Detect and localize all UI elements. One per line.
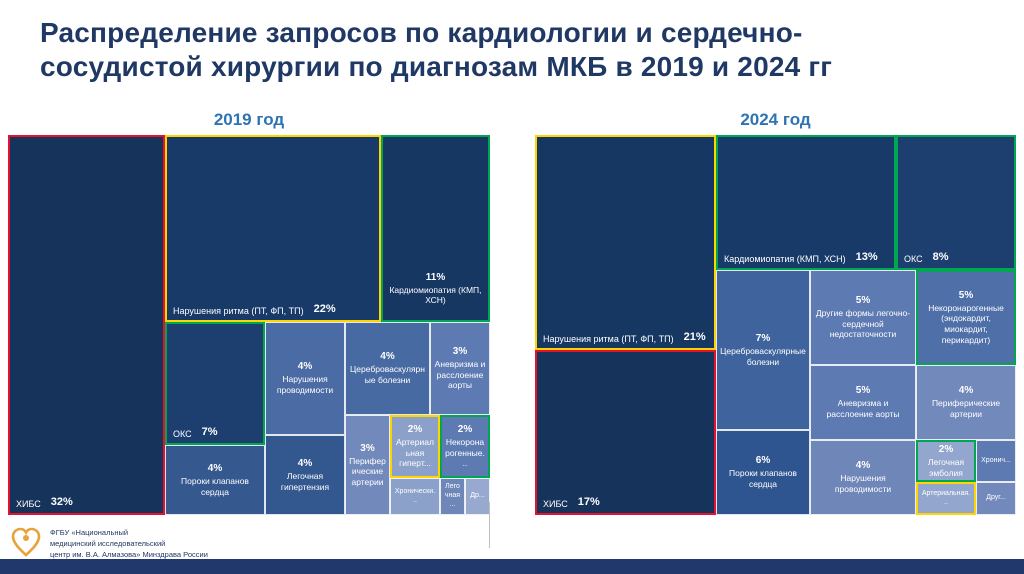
treemap-block: Артериальная... [916, 482, 976, 515]
treemap-block-value: 3% [452, 346, 468, 358]
treemap-block-label: Кардиомиопатия (КМП, ХСН) [724, 253, 846, 264]
treemap-block: Легочная... [440, 478, 465, 515]
treemap-block: Нарушения ритма (ПТ, ФП, ТП) 22% [165, 135, 381, 322]
treemap-block-label: ОКС [173, 428, 192, 439]
footer-org-text: ФГБУ «Национальный медицинский исследова… [50, 525, 208, 561]
treemap-block: 7% Цереброваскулярные болезни [716, 270, 810, 430]
treemap-block: 11% Кардиомиопатия (КМП, ХСН) [381, 135, 490, 322]
treemap-block-label: Легочная эмболия [927, 456, 965, 478]
treemap-block-label: Аневризма и расслоение аорты [434, 359, 486, 391]
treemap-block: 2% Некоронарогенные... [440, 415, 490, 478]
treemap-block-label: Периферические артерии [349, 455, 386, 487]
treemap-block-value: 4% [380, 351, 395, 363]
treemap-block-value: 4% [297, 457, 313, 469]
treemap-block: 6% Пороки клапанов сердца [716, 430, 810, 515]
treemap-block: 4% Цереброваскулярные болезни [345, 322, 430, 415]
treemap-block: 2% Артериальная гиперт... [390, 415, 440, 478]
treemap-block-value: 5% [958, 289, 974, 301]
treemap-block: ОКС 7% [165, 322, 265, 445]
chart-title-2024: 2024 год [740, 110, 811, 129]
treemap-block-value: 21% [683, 331, 706, 344]
treemap-block-label: Нарушения ритма (ПТ, ФП, ТП) [173, 305, 304, 316]
treemap-block-label: Друг... [986, 494, 1006, 502]
treemap-block-label: Легочная... [444, 483, 461, 508]
treemap-block-label: Некоронарогенные (эндокардит, миокардит,… [928, 302, 1004, 345]
treemap-block-value: 4% [207, 462, 223, 474]
treemap-block: Кардиомиопатия (КМП, ХСН) 13% [716, 135, 896, 270]
treemap-block: ХИБС 17% [535, 350, 716, 515]
treemap-block-label: Нарушения ритма (ПТ, ФП, ТП) [543, 333, 674, 344]
treemap-block-value: 7% [755, 332, 771, 344]
treemap-block: Хронически... [390, 478, 440, 515]
slide-title-line-1: Распределение запросов по кардиологии и … [40, 17, 803, 48]
treemap-block-label: Цереброваскулярные болезни [720, 345, 806, 367]
treemap-block-label: Нарушения проводимости [276, 374, 334, 395]
treemap-block: 3% Аневризма и расслоение аорты [430, 322, 490, 415]
treemap-block-label: Артериальная гиперт... [396, 437, 434, 469]
treemap-block-value: 3% [360, 442, 375, 454]
treemap-block-value: 5% [855, 385, 871, 397]
treemap-block-value: 8% [932, 251, 949, 264]
treemap-block: 4% Легочная гипертензия [265, 435, 345, 515]
treemap-block-label: Хронически... [394, 487, 436, 504]
footer-org-line-3: центр им. В.А. Алмазова» Минздрава Росси… [50, 549, 208, 559]
treemap-block: Хронич... [976, 440, 1016, 482]
treemap-block-label: ХИБС [543, 498, 568, 509]
almazov-logo-icon [11, 527, 41, 557]
treemap-block-label: ХИБС [16, 498, 41, 509]
treemap-block: Др... [465, 478, 490, 515]
footer: ФГБУ «Национальный медицинский исследова… [10, 525, 208, 561]
footer-bar [0, 559, 1024, 574]
footer-org-line-1: ФГБУ «Национальный [50, 528, 129, 537]
treemap-block: ОКС 8% [896, 135, 1016, 270]
treemap-block: 2% Легочная эмболия [916, 440, 976, 482]
treemap-block-value: 7% [201, 426, 218, 439]
treemap-block-label: Периферические артерии [931, 398, 1001, 419]
treemap-block: 5% Другие формы легочно-сердечной недоста… [810, 270, 916, 365]
treemap-2024: Нарушения ритма (ПТ, ФП, ТП) 21% ХИБС 17% Ка… [535, 135, 1016, 515]
slide-title: Распределение запросов по кардиологии и … [40, 16, 990, 84]
treemap-block-value: 4% [855, 460, 871, 472]
treemap-block-label: Пороки клапанов сердца [181, 475, 249, 497]
treemap-block-value: 2% [938, 443, 954, 455]
treemap-block-label: Хронич... [981, 456, 1011, 464]
treemap-block-value: 5% [855, 295, 871, 307]
treemap-block-value: 17% [577, 496, 600, 509]
treemap-block: 3% Периферические артерии [345, 415, 390, 515]
treemap-2019: ХИБС 32% Нарушения ритма (ПТ, ФП, ТП) 22% 11… [8, 135, 490, 515]
treemap-block: Нарушения ритма (ПТ, ФП, ТП) 21% [535, 135, 716, 350]
treemap-block-value: 6% [755, 455, 771, 467]
treemap-block-value: 2% [457, 424, 473, 436]
treemap-block-value: 13% [855, 251, 878, 264]
treemap-block-label: Пороки клапанов сердца [729, 468, 797, 489]
treemap-block-label: Аневризма и расслоение аорты [826, 398, 900, 419]
treemap-block-label: Легочная гипертензия [280, 470, 330, 492]
treemap-block-value: 11% [425, 271, 446, 283]
treemap-block-value: 2% [407, 424, 423, 436]
treemap-block-label: Нарушения проводимости [834, 473, 892, 494]
treemap-block: 4% Нарушения проводимости [810, 440, 916, 515]
treemap-block: 4% Пороки клапанов сердца [165, 445, 265, 515]
treemap-block-label: Артериальная... [921, 489, 971, 506]
slide-title-line-2: сосудистой хирургии по диагнозам МКБ в 2… [40, 51, 833, 83]
treemap-block: 4% Нарушения проводимости [265, 322, 345, 435]
treemap-block-label: Другие формы легочно-сердечной недостато… [815, 308, 911, 340]
treemap-block-label: ОКС [904, 253, 923, 264]
treemap-block-value: 4% [297, 361, 313, 373]
treemap-block-label: Цереброваскулярные болезни [350, 364, 425, 385]
chart-title-2019: 2019 год [213, 110, 285, 129]
treemap-block: Друг... [976, 482, 1016, 515]
treemap-block-value: 4% [958, 385, 974, 397]
treemap-block-label: Др... [470, 492, 485, 500]
treemap-block-value: 22% [313, 303, 336, 316]
treemap-block: 5% Некоронарогенные (эндокардит, миокарди… [916, 270, 1016, 365]
treemap-block: 4% Периферические артерии [916, 365, 1016, 440]
footer-org-line-2: медицинский исследовательский [50, 538, 166, 548]
treemap-block: 5% Аневризма и расслоение аорты [810, 365, 916, 440]
treemap-block: ХИБС 32% [8, 135, 165, 515]
treemap-block-label: Некоронарогенные... [445, 437, 485, 469]
treemap-block-label: Кардиомиопатия (КМП, ХСН) [389, 284, 482, 306]
treemap-block-value: 32% [50, 496, 73, 509]
divider-line [489, 502, 490, 548]
